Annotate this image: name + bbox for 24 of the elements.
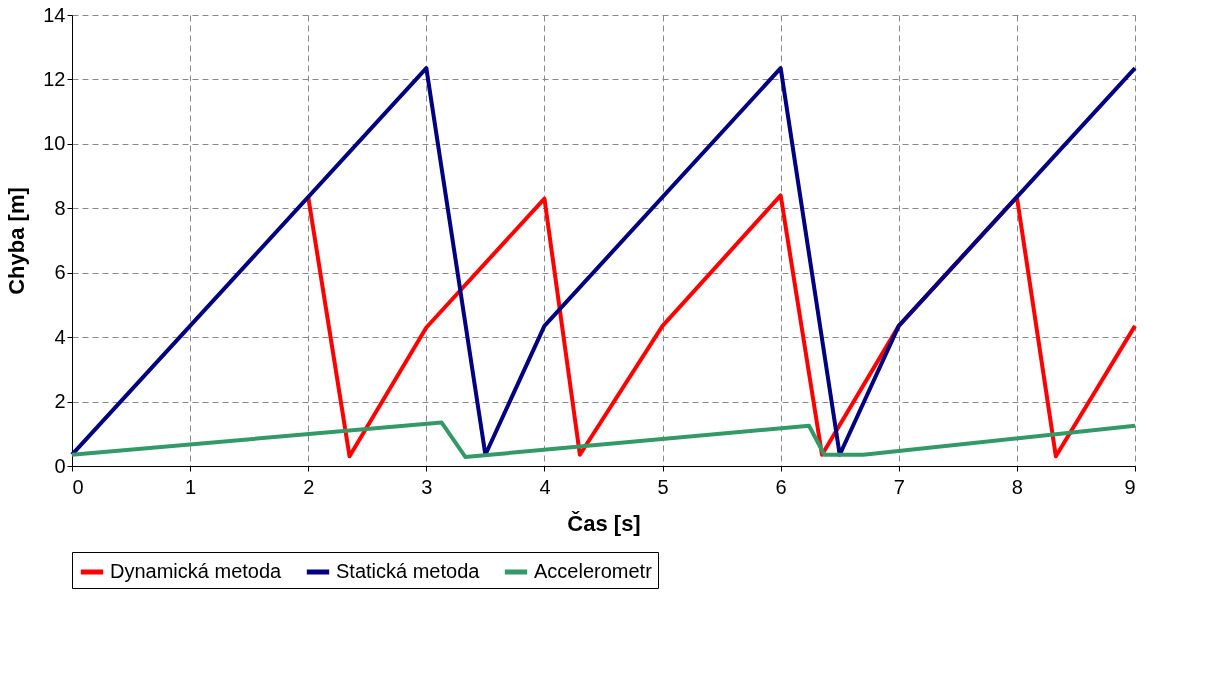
x-tick-label: 4 [539, 475, 551, 498]
x-tick-label: 1 [185, 475, 197, 498]
y-tick-label: 12 [43, 67, 66, 90]
y-tick-label: 10 [43, 132, 66, 155]
x-tick-label: 7 [893, 475, 905, 498]
y-tick-label: 14 [43, 3, 66, 26]
x-tick-label: 3 [421, 475, 433, 498]
x-tick-label: 6 [775, 475, 787, 498]
x-tick-label: 9 [1124, 475, 1136, 498]
y-tick-label: 0 [54, 454, 66, 477]
x-tick-label: 0 [72, 475, 84, 498]
x-tick-label: 8 [1011, 475, 1023, 498]
legend-label: Dynamická metoda [110, 560, 283, 582]
line-series [70, 420, 1137, 459]
y-tick-label: 2 [54, 390, 66, 413]
x-axis-title: Čas [s] [567, 510, 641, 536]
y-tick-label: 6 [54, 261, 66, 284]
legend-label: Accelerometr [534, 560, 653, 582]
y-tick-label: 8 [54, 196, 66, 219]
x-tick-label: 5 [657, 475, 669, 498]
x-tick-label: 2 [303, 475, 315, 498]
legend-label: Statická metoda [336, 560, 481, 582]
y-axis-title: Chyba [m] [4, 187, 30, 295]
y-tick-label: 4 [54, 325, 66, 348]
